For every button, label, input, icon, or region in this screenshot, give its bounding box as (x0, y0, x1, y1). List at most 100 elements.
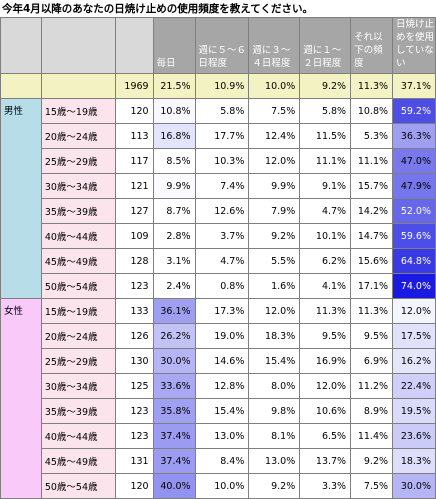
header-blank (0, 17, 42, 74)
sample-count: 133 (114, 298, 154, 324)
sample-count: 130 (114, 348, 154, 374)
value-cell: 13.0% (248, 448, 301, 474)
value-cell: 18.3% (392, 448, 436, 474)
value-cell: 11.3% (350, 298, 394, 324)
value-cell: 11.1% (299, 148, 352, 174)
sample-count: 123 (114, 398, 154, 424)
value-cell: 15.4% (248, 348, 301, 374)
value-cell: 3.3% (299, 473, 352, 499)
value-cell: 11.5% (299, 123, 352, 149)
value-cell: 9.2% (350, 448, 394, 474)
value-cell: 16.8% (152, 123, 196, 149)
value-cell: 4.7% (299, 198, 352, 224)
header-blank (114, 17, 154, 74)
group-label: 女性 (0, 298, 42, 499)
age-label: 45歳～49歳 (40, 248, 116, 274)
table-row: 30歳～34歳 125 33.6% 12.8% 8.0% 12.0% 11.2% 22.4% (1, 373, 436, 399)
value-cell: 5.8% (194, 98, 250, 124)
table-row: 女性 15歳～19歳 133 36.1% 17.3% 12.0% 11.3% 11.3% 12.… (0, 298, 436, 499)
value-cell: 9.2% (248, 473, 301, 499)
age-label: 15歳～19歳 (40, 298, 116, 324)
value-cell: 7.9% (248, 198, 301, 224)
total-blank (40, 73, 116, 99)
value-cell: 19.5% (392, 398, 436, 424)
value-cell: 14.6% (194, 348, 250, 374)
total-value: 10.0% (248, 73, 301, 99)
sample-count: 109 (114, 223, 154, 249)
age-label: 30歳～34歳 (40, 373, 116, 399)
value-cell: 17.5% (392, 323, 436, 349)
value-cell: 0.8% (194, 273, 250, 299)
value-cell: 10.0% (194, 473, 250, 499)
value-cell: 13.7% (299, 448, 352, 474)
value-cell: 12.4% (248, 123, 301, 149)
value-cell: 17.1% (350, 273, 394, 299)
total-value: 21.5% (152, 73, 196, 99)
value-cell: 9.2% (248, 223, 301, 249)
age-label: 25歳～29歳 (40, 148, 116, 174)
total-n: 1969 (114, 73, 154, 99)
value-cell: 12.6% (194, 198, 250, 224)
value-cell: 14.2% (350, 198, 394, 224)
value-cell: 9.9% (248, 173, 301, 199)
value-cell: 40.0% (152, 473, 196, 499)
sample-count: 126 (114, 323, 154, 349)
value-cell: 23.6% (392, 423, 436, 449)
value-cell: 2.4% (152, 273, 196, 299)
value-cell: 36.3% (392, 123, 436, 149)
age-label: 40歳～44歳 (40, 223, 116, 249)
value-cell: 9.8% (248, 398, 301, 424)
header-blank (40, 17, 116, 74)
value-cell: 26.2% (152, 323, 196, 349)
value-cell: 7.4% (194, 173, 250, 199)
value-cell: 16.9% (299, 348, 352, 374)
value-cell: 4.7% (194, 248, 250, 274)
value-cell: 10.3% (194, 148, 250, 174)
value-cell: 9.9% (152, 173, 196, 199)
value-cell: 12.0% (299, 373, 352, 399)
value-cell: 59.6% (392, 223, 436, 249)
value-cell: 59.2% (392, 98, 436, 124)
total-value: 37.1% (392, 73, 436, 99)
table-row: 40歳～44歳 123 37.4% 13.0% 8.1% 6.5% 11.4% 23.6% (1, 423, 436, 449)
value-cell: 12.0% (248, 298, 301, 324)
value-cell: 11.2% (350, 373, 394, 399)
sample-count: 117 (114, 148, 154, 174)
age-label: 15歳～19歳 (40, 98, 116, 124)
value-cell: 22.4% (392, 373, 436, 399)
value-cell: 64.8% (392, 248, 436, 274)
value-cell: 12.0% (392, 298, 436, 324)
value-cell: 3.1% (152, 248, 196, 274)
table-row: 20歳～24歳 113 16.8% 17.7% 12.4% 11.5% 5.3% 36.3% (1, 123, 436, 149)
value-cell: 10.8% (152, 98, 196, 124)
value-cell: 15.4% (194, 398, 250, 424)
table-row: 20歳～24歳 126 26.2% 19.0% 18.3% 9.5% 9.5% 17.5% (1, 323, 436, 349)
value-cell: 9.1% (299, 173, 352, 199)
value-cell: 8.4% (194, 448, 250, 474)
value-cell: 17.7% (194, 123, 250, 149)
age-label: 50歳～54歳 (40, 473, 116, 499)
table-row: 35歳～39歳 123 35.8% 15.4% 9.8% 10.6% 8.9% 19.5% (1, 398, 436, 424)
value-cell: 7.5% (248, 98, 301, 124)
table-row: 45歳～49歳 131 37.4% 8.4% 13.0% 13.7% 9.2% 18.3% (1, 448, 436, 474)
total-value: 9.2% (299, 73, 352, 99)
age-label: 20歳～24歳 (40, 323, 116, 349)
value-cell: 12.8% (194, 373, 250, 399)
value-cell: 35.8% (152, 398, 196, 424)
page-title: 今年4月以降のあなたの日焼け止めの使用頻度を教えてください。 (2, 3, 313, 15)
value-cell: 6.2% (299, 248, 352, 274)
value-cell: 18.3% (248, 323, 301, 349)
value-cell: 36.1% (152, 298, 196, 324)
table-row: 男性 15歳～19歳 120 10.8% 5.8% 7.5% 5.8% 10.8% 59.2% (0, 98, 436, 299)
header-3-4-days: 週に３～４日程度 (248, 17, 301, 74)
sample-count: 123 (114, 273, 154, 299)
table-row: 30歳～34歳 121 9.9% 7.4% 9.9% 9.1% 15.7% 47.9% (1, 173, 436, 199)
sample-count: 131 (114, 448, 154, 474)
value-cell: 3.7% (194, 223, 250, 249)
sample-count: 127 (114, 198, 154, 224)
value-cell: 10.6% (299, 398, 352, 424)
table-row: 40歳～44歳 109 2.8% 3.7% 9.2% 10.1% 14.7% 59.6% (1, 223, 436, 249)
value-cell: 10.8% (350, 98, 394, 124)
value-cell: 74.0% (392, 273, 436, 299)
sample-count: 113 (114, 123, 154, 149)
